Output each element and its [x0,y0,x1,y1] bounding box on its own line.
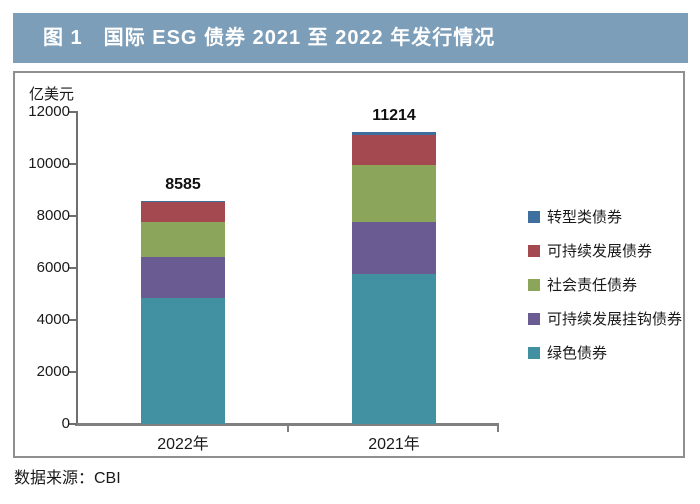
legend-item: 绿色债券 [528,342,607,363]
bar-segment [141,201,225,222]
bar-segment [352,135,436,165]
y-axis-line [76,111,78,426]
y-tick-label: 12000 [28,103,70,120]
y-tick-mark [69,111,77,113]
legend-swatch [528,244,540,257]
legend-label: 可持续发展挂钩债券 [547,311,683,328]
bar-segment [352,164,436,222]
bar-segment [352,221,436,274]
bar-segment [141,298,225,424]
x-axis-line [75,423,499,426]
legend-item: 转型类债券 [528,206,622,227]
y-axis-unit-label: 亿美元 [29,86,75,103]
figure-title-bar: 图 1 国际 ESG 债券 2021 至 2022 年发行情况 [13,13,688,63]
legend-swatch [528,278,540,291]
y-tick-mark [69,163,77,165]
bar-segment [141,200,225,202]
x-category-label: 2022年 [157,436,209,453]
bar-segment [352,132,436,136]
y-tick-label: 4000 [36,311,70,328]
y-tick-label: 0 [61,415,70,432]
x-axis-tick-mid [287,426,289,432]
figure-title: 图 1 国际 ESG 债券 2021 至 2022 年发行情况 [43,27,496,49]
legend-item: 可持续发展挂钩债券 [528,308,682,329]
y-tick-label: 2000 [36,363,70,380]
bar-segment [141,221,225,257]
x-category-label: 2021年 [368,436,420,453]
bar-total-label: 11214 [372,107,416,125]
y-tick-label: 6000 [36,259,70,276]
legend-label: 社会责任债券 [547,277,638,294]
legend-item: 可持续发展债券 [528,240,652,261]
legend-label: 转型类债券 [547,209,623,226]
y-tick-mark [69,319,77,321]
legend-swatch [528,312,540,325]
legend-swatch [528,346,540,359]
bar-segment [141,256,225,299]
y-tick-label: 8000 [36,207,70,224]
legend-swatch [528,210,540,223]
chart-box [13,71,685,458]
x-axis-tick-end [497,426,499,432]
legend-label: 绿色债券 [547,345,608,362]
y-tick-label: 10000 [28,155,70,172]
bar-total-label: 8585 [165,175,201,193]
source-note: 数据来源：CBI [14,470,121,487]
legend-label: 可持续发展债券 [547,243,653,260]
y-tick-mark [69,423,77,425]
y-tick-mark [69,371,77,373]
legend-item: 社会责任债券 [528,274,637,295]
y-tick-mark [69,215,77,217]
y-tick-mark [69,267,77,269]
bar-segment [352,273,436,424]
